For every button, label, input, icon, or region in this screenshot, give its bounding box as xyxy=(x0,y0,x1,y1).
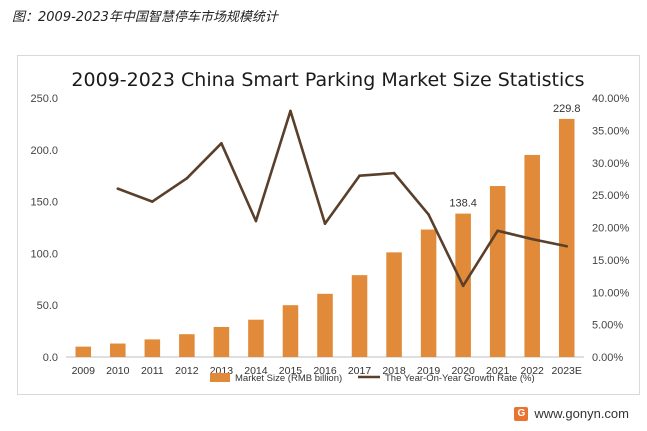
legend-label-line: The Year-On-Year Growth Rate (%) xyxy=(385,373,535,384)
x-tick-label: 2014 xyxy=(244,365,268,377)
line-point xyxy=(530,237,534,241)
line-point xyxy=(185,176,189,180)
y-right-tick-label: 10.00% xyxy=(592,287,630,299)
line-point xyxy=(358,174,361,177)
chart-title: 2009-2023 China Smart Parking Market Siz… xyxy=(71,69,584,91)
x-tick-label: 2010 xyxy=(106,365,130,377)
line-point xyxy=(323,222,327,225)
x-tick-label: 2020 xyxy=(451,365,475,377)
y-left-tick-label: 200.0 xyxy=(30,145,58,157)
x-tick-label: 2012 xyxy=(175,365,199,377)
bar xyxy=(282,305,299,357)
x-tick-label: 2021 xyxy=(486,365,510,377)
data-label: 229.8 xyxy=(553,103,581,115)
x-tick-label: 2018 xyxy=(382,365,406,377)
x-tick-label: 2019 xyxy=(417,365,441,377)
bar xyxy=(558,118,575,357)
bar xyxy=(110,343,126,357)
line-point xyxy=(151,200,154,203)
line-point xyxy=(116,187,120,190)
line-point xyxy=(427,213,430,216)
bar xyxy=(351,275,368,357)
data-label: 138.4 xyxy=(449,198,477,210)
line-point xyxy=(220,142,223,145)
bar xyxy=(179,334,195,357)
legend-label-bar: Market Size (RMB billion) xyxy=(235,373,342,384)
gonyn-logo-icon: G xyxy=(514,406,529,421)
y-right-tick-label: 40.00% xyxy=(592,93,630,105)
bar xyxy=(144,339,161,357)
bar xyxy=(317,293,333,357)
bar xyxy=(524,154,540,357)
legend-swatch-bar xyxy=(210,373,230,382)
line-point xyxy=(565,244,569,248)
line-point xyxy=(392,171,396,175)
y-right-tick-label: 15.00% xyxy=(592,255,630,267)
bar xyxy=(213,326,230,357)
y-left-tick-label: 100.0 xyxy=(30,248,58,260)
chart-panel: 2009-2023 China Smart Parking Market Siz… xyxy=(17,55,640,395)
x-tick-label: 2022 xyxy=(521,365,545,377)
line-point xyxy=(496,229,499,233)
bar xyxy=(489,186,506,357)
y-left-tick-label: 0.0 xyxy=(43,352,58,364)
y-right-tick-label: 20.00% xyxy=(592,223,630,235)
y-right-tick-label: 25.00% xyxy=(592,190,630,202)
bar xyxy=(75,346,92,357)
y-left-tick-label: 150.0 xyxy=(30,197,58,209)
x-tick-label: 2015 xyxy=(279,365,303,377)
brand-footer: G www.gonyn.com xyxy=(514,406,629,421)
figure-caption: 图：2009-2023年中国智慧停车市场规模统计 xyxy=(12,10,278,25)
line-point xyxy=(461,284,465,288)
y-right-tick-label: 35.00% xyxy=(592,125,630,137)
y-left-tick-label: 50.0 xyxy=(37,300,58,312)
brand-url: www.gonyn.com xyxy=(534,406,629,421)
growth-rate-line xyxy=(117,109,567,288)
y-right-tick-label: 0.00% xyxy=(592,352,623,364)
x-tick-label: 2011 xyxy=(141,365,164,377)
line-point xyxy=(254,219,258,223)
x-tick-label: 2017 xyxy=(348,365,372,377)
bar xyxy=(248,319,264,357)
x-tick-label: 2009 xyxy=(72,365,96,377)
chart-svg: 2009-2023 China Smart Parking Market Siz… xyxy=(30,69,630,384)
x-tick-label: 2023E xyxy=(552,365,582,377)
y-left-tick-label: 250.0 xyxy=(30,93,58,105)
y-right-tick-label: 5.00% xyxy=(592,320,623,332)
bar xyxy=(386,252,402,357)
line-point xyxy=(289,109,292,113)
bar xyxy=(420,229,437,357)
x-tick-label: 2016 xyxy=(313,365,337,377)
y-right-tick-label: 30.00% xyxy=(592,158,630,170)
